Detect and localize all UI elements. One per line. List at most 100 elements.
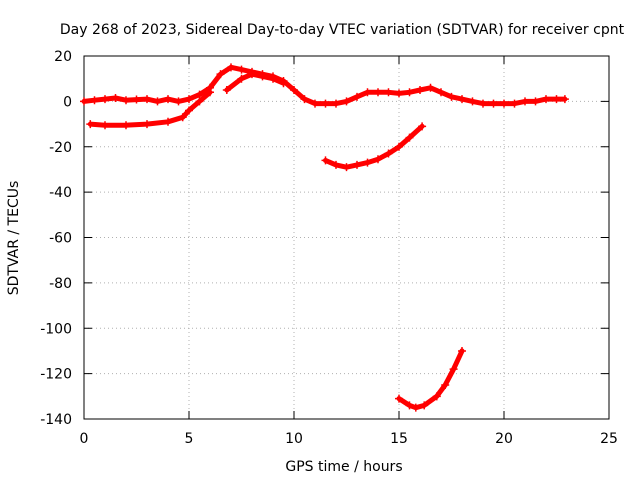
data-point	[552, 95, 561, 104]
data-point	[122, 121, 130, 130]
data-point	[420, 401, 429, 410]
data-point	[374, 155, 382, 164]
series-line	[323, 123, 425, 170]
x-tick-label: 5	[185, 431, 194, 447]
data-point	[437, 88, 445, 97]
data-point	[321, 156, 330, 165]
data-point	[458, 95, 466, 104]
data-point	[185, 106, 193, 115]
data-point	[447, 92, 456, 101]
data-point	[363, 88, 372, 97]
x-tick-label: 20	[495, 431, 513, 447]
data-point	[479, 99, 487, 108]
data-point	[363, 158, 372, 167]
y-tick-label: -100	[40, 321, 72, 337]
data-point	[279, 79, 288, 88]
data-point	[164, 95, 172, 104]
data-point	[290, 86, 298, 95]
data-point	[332, 160, 340, 169]
data-point	[237, 74, 246, 83]
data-point	[332, 99, 340, 108]
data-point	[531, 97, 540, 106]
data-point	[405, 133, 414, 142]
data-point	[426, 83, 435, 92]
series-track-2	[86, 88, 214, 130]
data-point	[384, 88, 393, 97]
data-point	[374, 88, 382, 97]
data-series	[80, 63, 569, 412]
series-line	[81, 64, 568, 107]
data-point	[432, 392, 441, 401]
y-axis: 20 0 -20 -40 -60 -80 -100 -120 -140	[40, 49, 609, 428]
data-point	[237, 65, 246, 74]
data-point	[185, 95, 193, 104]
data-point	[311, 99, 319, 108]
data-point	[153, 97, 162, 106]
chart-title: Day 268 of 2023, Sidereal Day-to-day VTE…	[60, 22, 625, 38]
data-point	[353, 92, 361, 101]
series-track-5	[395, 346, 466, 412]
data-point	[441, 380, 450, 389]
data-point	[86, 120, 95, 129]
data-point	[395, 394, 403, 403]
data-point	[321, 99, 330, 108]
data-point	[560, 95, 569, 104]
data-point	[122, 96, 130, 105]
data-point	[405, 401, 414, 410]
data-point	[101, 95, 109, 104]
x-tick-label: 0	[80, 431, 89, 447]
data-point	[178, 113, 187, 122]
series-track-4	[321, 122, 427, 172]
data-point	[342, 163, 351, 172]
data-point	[216, 70, 225, 79]
data-point	[90, 96, 99, 105]
data-point	[500, 99, 508, 108]
x-axis: 0 5 10 15 20 25	[80, 56, 618, 447]
gridlines	[84, 56, 609, 419]
x-tick-label: 15	[390, 431, 408, 447]
data-point	[206, 88, 214, 97]
y-tick-label: 20	[54, 49, 72, 65]
data-point	[521, 97, 529, 106]
data-point	[395, 89, 403, 98]
data-point	[195, 97, 204, 106]
x-tick-label: 10	[285, 431, 303, 447]
series-line	[396, 348, 465, 411]
y-axis-label: SDTVAR / TECUs	[6, 181, 22, 296]
data-point	[101, 121, 109, 130]
data-point	[222, 86, 231, 95]
data-point	[416, 86, 424, 95]
x-axis-label: GPS time / hours	[285, 459, 402, 475]
data-point	[258, 72, 267, 81]
data-point	[143, 95, 151, 104]
y-tick-label: -60	[49, 231, 72, 247]
data-point	[195, 90, 204, 99]
data-point	[510, 99, 519, 108]
data-point	[132, 95, 141, 104]
y-tick-label: -80	[49, 276, 72, 292]
data-point	[458, 346, 466, 355]
y-tick-label: 0	[63, 94, 72, 110]
data-point	[411, 403, 420, 412]
y-tick-label: -40	[49, 185, 72, 201]
data-point	[342, 97, 351, 106]
data-point	[111, 93, 120, 102]
data-point	[174, 97, 183, 106]
data-point	[449, 365, 458, 374]
data-point	[468, 97, 477, 106]
data-point	[405, 88, 414, 97]
data-point	[300, 95, 309, 104]
data-point	[248, 70, 256, 79]
data-point	[395, 142, 403, 151]
data-point	[353, 160, 361, 169]
data-point	[80, 97, 88, 106]
series-track-1	[80, 63, 569, 108]
x-tick-label: 25	[600, 431, 618, 447]
data-point	[164, 117, 172, 126]
y-tick-label: -140	[40, 412, 72, 428]
data-point	[269, 74, 277, 83]
data-point	[418, 122, 427, 131]
y-tick-label: -120	[40, 367, 72, 383]
data-point	[143, 120, 151, 129]
